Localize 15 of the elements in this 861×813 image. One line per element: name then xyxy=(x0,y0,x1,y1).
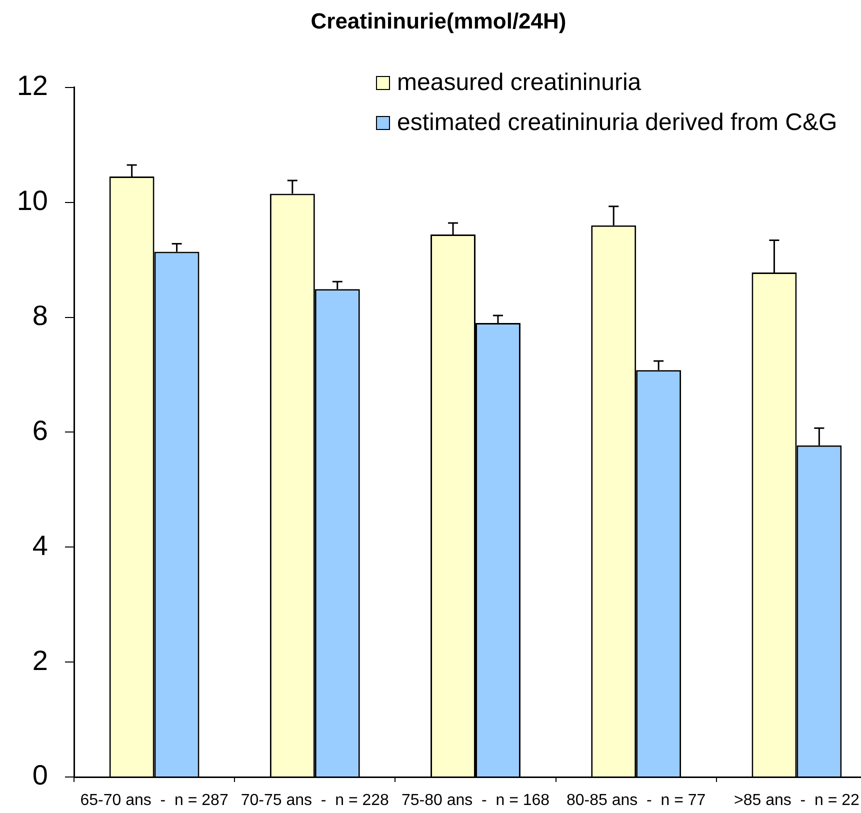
x-tick-label: 75-80 ans - n = 168 xyxy=(401,792,550,810)
chart-title: Creatininurie(mmol/24H) xyxy=(310,8,566,34)
y-tick-label: 12 xyxy=(16,70,48,102)
y-tick-label: 10 xyxy=(16,185,48,216)
legend-label: estimated creatininuria derived from C&G xyxy=(397,109,838,137)
x-tick-label: 80-85 ans - n = 77 xyxy=(566,792,706,810)
y-tick-label: 4 xyxy=(32,530,48,561)
y-tick-label: 6 xyxy=(32,414,48,446)
y-tick-label: 8 xyxy=(32,300,48,331)
y-tick-label: 0 xyxy=(32,760,48,791)
x-tick-label: 70-75 ans - n = 228 xyxy=(240,792,390,810)
x-tick-label: >85 ans - n = 22 xyxy=(734,792,860,810)
legend-label: measured creatininuria xyxy=(397,69,642,97)
y-tick-label: 2 xyxy=(32,644,48,676)
x-tick-label: 65-70 ans - n = 287 xyxy=(80,792,228,810)
